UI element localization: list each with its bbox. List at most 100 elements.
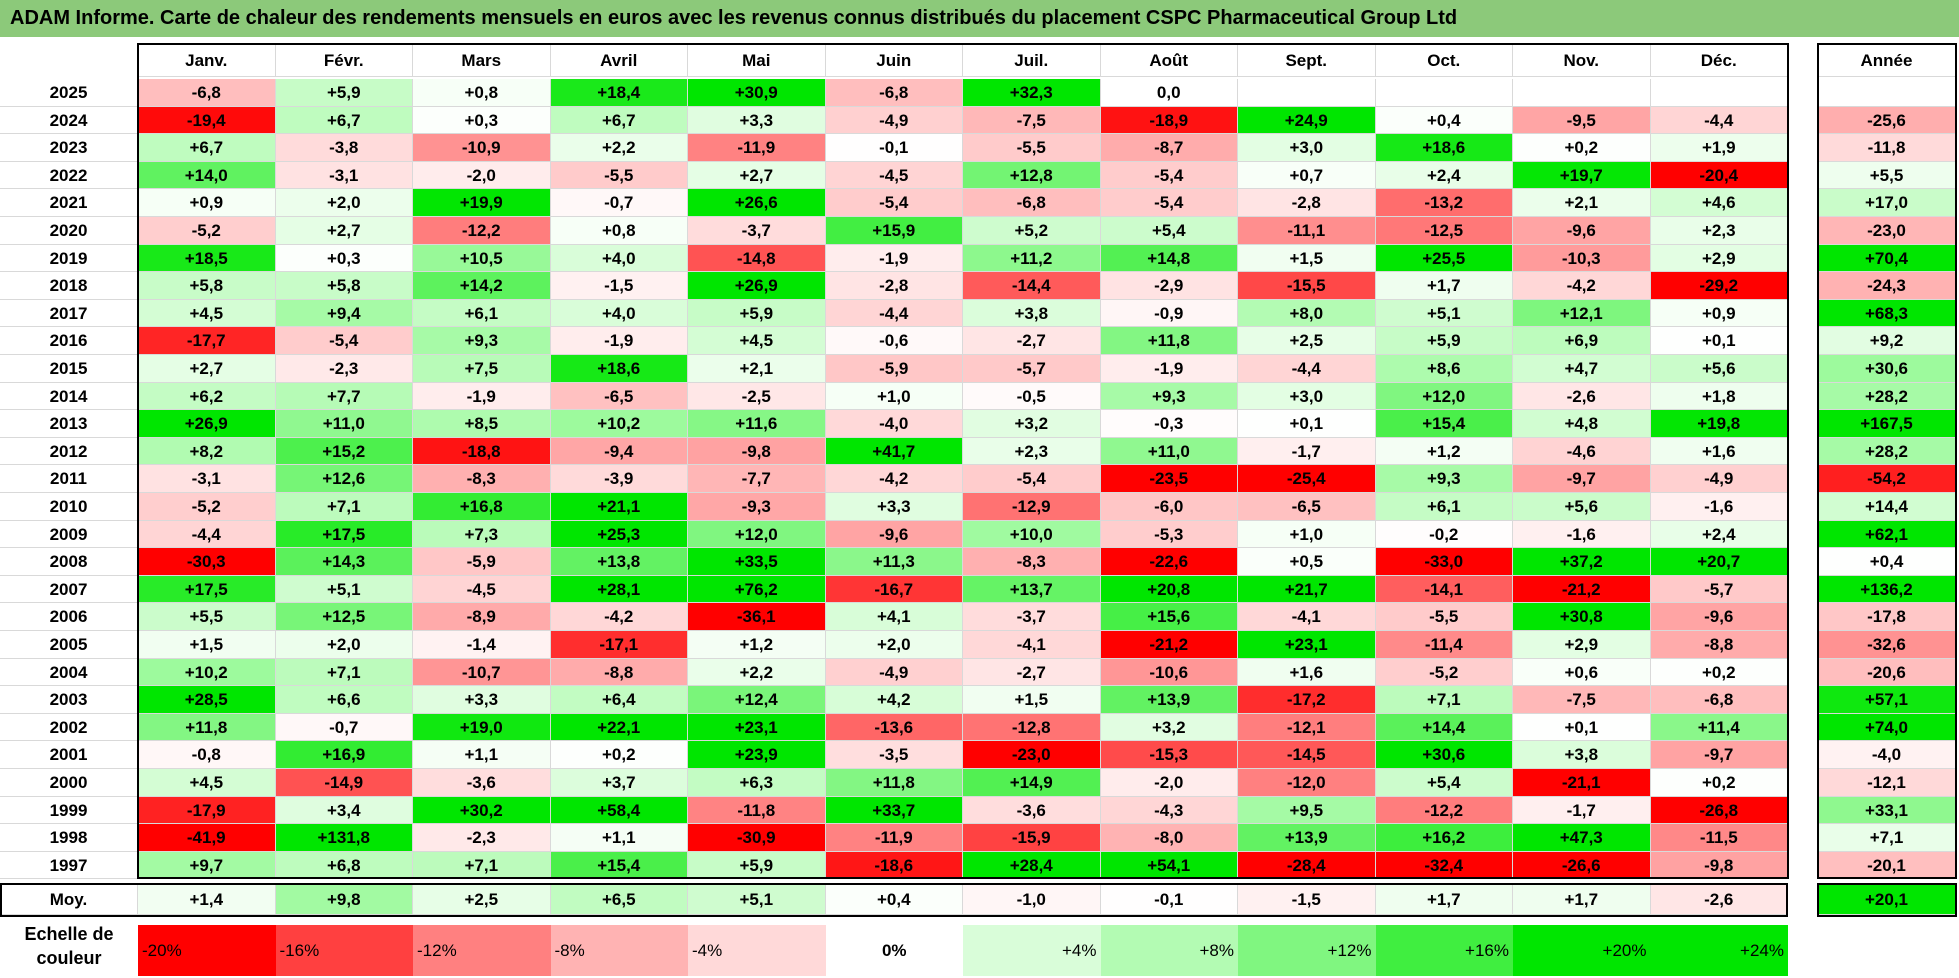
heatmap-cell: +23,9 — [688, 741, 826, 769]
year-label: 2020 — [0, 217, 138, 245]
heatmap-cell: -6,5 — [1238, 493, 1376, 521]
heatmap-cell: +0,5 — [1238, 548, 1376, 576]
heatmap-cell: -5,9 — [413, 548, 551, 576]
heatmap-cell: +26,6 — [688, 189, 826, 217]
heatmap-cell: +10,2 — [550, 410, 688, 438]
heatmap-cell: +11,2 — [963, 244, 1101, 273]
heatmap-cell: -2,0 — [1100, 769, 1238, 797]
year-label: 2013 — [0, 410, 138, 438]
heatmap-cell: -4,1 — [963, 631, 1101, 659]
heatmap-cell: -11,9 — [688, 134, 826, 162]
heatmap-cell: +12,6 — [275, 465, 413, 493]
heatmap-cell: -2,9 — [1100, 272, 1238, 300]
heatmap-cell: -3,6 — [963, 796, 1101, 825]
year-header: Année — [1818, 44, 1956, 77]
heatmap-cell: -4,2 — [825, 465, 963, 493]
heatmap-cell: +32,3 — [963, 79, 1101, 107]
heatmap-cell: +12,0 — [1375, 382, 1513, 411]
heatmap-cell: +14,4 — [1375, 713, 1513, 742]
color-scale-stop: +8% — [1100, 925, 1238, 976]
heatmap-cell: +4,1 — [825, 603, 963, 631]
heatmap-cell: +9,3 — [413, 327, 551, 355]
heatmap-cell: -26,6 — [1513, 851, 1651, 880]
heatmap-cell: +5,9 — [1375, 327, 1513, 355]
average-cell: +5,1 — [688, 885, 826, 916]
heatmap-cell: -8,0 — [1100, 824, 1238, 852]
heatmap-cell: -2,7 — [963, 327, 1101, 355]
heatmap-cell: +3,2 — [1100, 713, 1238, 742]
heatmap-cell: -0,9 — [1100, 299, 1238, 328]
heatmap-cell: -21,2 — [1100, 631, 1238, 659]
heatmap-cell: +19,7 — [1513, 161, 1651, 190]
annual-cell: -12,1 — [1818, 769, 1956, 797]
year-label: 2018 — [0, 272, 138, 300]
heatmap-cell: +11,8 — [1100, 327, 1238, 355]
heatmap-cell: -1,9 — [825, 244, 963, 273]
heatmap-cell: -15,5 — [1238, 272, 1376, 300]
heatmap-cell: +1,6 — [1650, 437, 1788, 466]
heatmap-cell: +9,3 — [1100, 382, 1238, 411]
heatmap-cell: +4,8 — [1513, 410, 1651, 438]
heatmap-cell: +41,7 — [825, 437, 963, 466]
heatmap-cell: -12,0 — [1238, 769, 1376, 797]
heatmap-cell: +24,9 — [1238, 106, 1376, 135]
annual-cell: +68,3 — [1818, 299, 1956, 328]
heatmap-cell: +6,2 — [138, 382, 276, 411]
heatmap-cell: +5,1 — [275, 575, 413, 604]
average-cell: -1,0 — [963, 885, 1101, 916]
annual-cell: -54,2 — [1818, 465, 1956, 493]
annual-cell: -4,0 — [1818, 741, 1956, 769]
heatmap-cell: +0,9 — [1650, 299, 1788, 328]
heatmap-cell: +131,8 — [275, 824, 413, 852]
annual-cell: +62,1 — [1818, 520, 1956, 549]
year-label: 2009 — [0, 520, 138, 549]
heatmap-cell: +13,7 — [963, 575, 1101, 604]
year-label: 2017 — [0, 299, 138, 328]
heatmap-cell: +1,0 — [825, 382, 963, 411]
heatmap-cell: +18,6 — [1375, 134, 1513, 162]
heatmap-cell: -3,6 — [413, 769, 551, 797]
heatmap-cell: +8,0 — [1238, 299, 1376, 328]
average-cell: +1,4 — [138, 885, 276, 916]
heatmap-cell: +11,3 — [825, 548, 963, 576]
heatmap-cell: -9,5 — [1513, 106, 1651, 135]
heatmap-cell: +11,6 — [688, 410, 826, 438]
heatmap-cell: +21,1 — [550, 493, 688, 521]
heatmap-cell: +0,2 — [1513, 134, 1651, 162]
heatmap-cell: -4,9 — [825, 106, 963, 135]
heatmap-cell: +6,3 — [688, 769, 826, 797]
heatmap-cell: +4,2 — [825, 686, 963, 714]
heatmap-cell: +19,0 — [413, 713, 551, 742]
year-label: 2001 — [0, 741, 138, 769]
heatmap-cell: +4,0 — [550, 299, 688, 328]
heatmap-cell: +15,6 — [1100, 603, 1238, 631]
annual-cell: +7,1 — [1818, 824, 1956, 852]
heatmap-cell: +22,1 — [550, 713, 688, 742]
heatmap-cell: -0,5 — [963, 382, 1101, 411]
annual-cell: -32,6 — [1818, 631, 1956, 659]
year-label: 2024 — [0, 106, 138, 135]
report-title: ADAM Informe. Carte de chaleur des rende… — [0, 0, 1959, 37]
heatmap-cell: -9,7 — [1650, 741, 1788, 769]
annual-cell: -24,3 — [1818, 272, 1956, 300]
heatmap-cell: -4,2 — [550, 603, 688, 631]
heatmap-cell: -17,9 — [138, 796, 276, 825]
heatmap-cell: +5,2 — [963, 217, 1101, 245]
heatmap-cell: +8,2 — [138, 437, 276, 466]
heatmap-cell: +0,3 — [275, 244, 413, 273]
heatmap-cell: +1,7 — [1375, 272, 1513, 300]
annual-cell: +70,4 — [1818, 244, 1956, 273]
heatmap-cell: +3,2 — [963, 410, 1101, 438]
heatmap-cell: +2,4 — [1650, 520, 1788, 549]
heatmap-cell: -2,8 — [825, 272, 963, 300]
heatmap-cell: -2,3 — [413, 824, 551, 852]
heatmap-cell: -1,9 — [413, 382, 551, 411]
heatmap-cell: +15,4 — [550, 851, 688, 880]
heatmap-cell: -4,9 — [1650, 465, 1788, 493]
heatmap-cell: -3,9 — [550, 465, 688, 493]
heatmap-cell: +8,6 — [1375, 355, 1513, 383]
heatmap-cell: -2,0 — [413, 161, 551, 190]
heatmap-cell: +2,0 — [825, 631, 963, 659]
heatmap-cell: +2,4 — [1375, 161, 1513, 190]
heatmap-cell: +1,6 — [1238, 658, 1376, 687]
